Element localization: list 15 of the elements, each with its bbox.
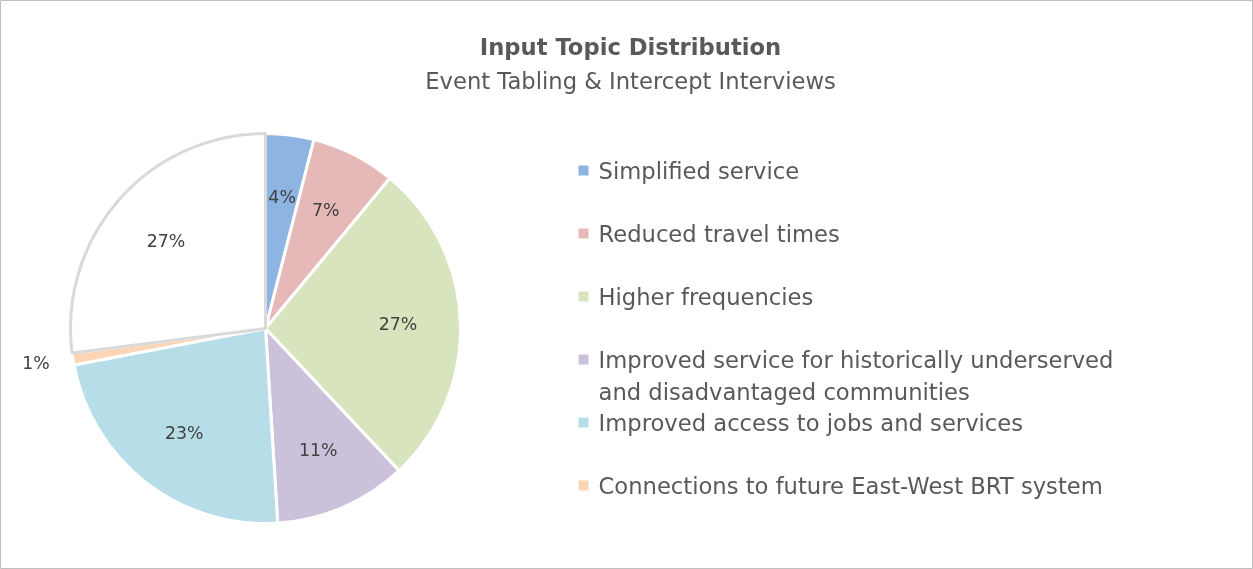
- chart-subtitle: Event Tabling & Intercept Interviews: [425, 67, 836, 94]
- data-label: 4%: [268, 186, 296, 207]
- data-label: 11%: [298, 440, 338, 461]
- legend-label: Connections to future East-West BRT system: [598, 472, 1103, 499]
- legend-label: Improved access to jobs and services: [598, 409, 1024, 436]
- data-label: 7%: [311, 200, 340, 221]
- data-label: 23%: [164, 423, 204, 444]
- data-label: 1%: [22, 352, 50, 373]
- legend-label: Higher frequencies: [598, 283, 814, 310]
- legend-label: Reduced travel times: [598, 220, 840, 247]
- legend-label: Simplified service: [598, 157, 800, 184]
- data-label: 27%: [378, 314, 418, 335]
- chart-title: Input Topic Distribution: [479, 33, 782, 60]
- legend-label: Improved service for historically underserved and disadvantaged communities: [598, 346, 1114, 405]
- data-label: 27%: [146, 230, 186, 251]
